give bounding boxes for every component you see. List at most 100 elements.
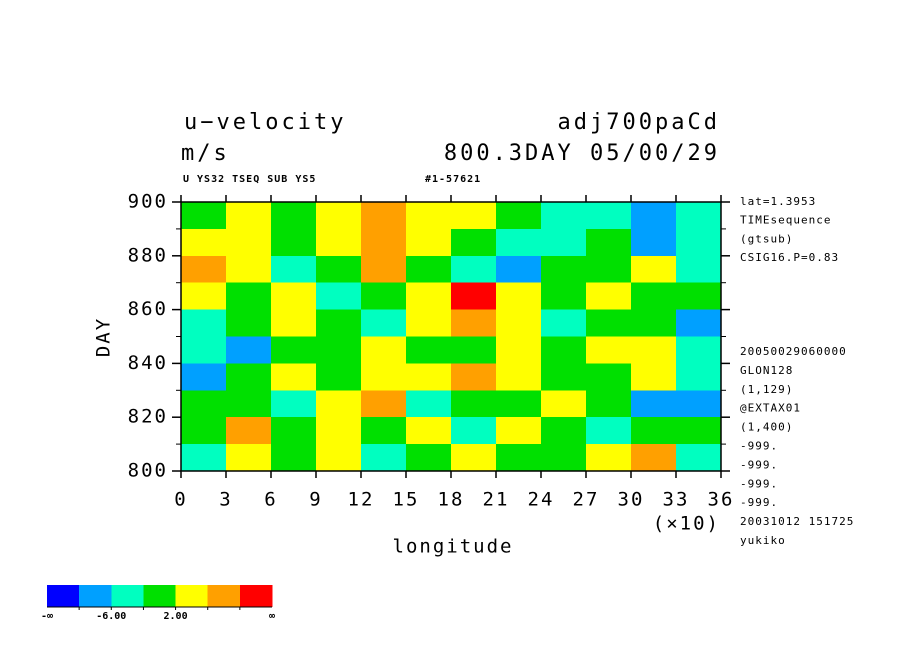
subtitle: 800.3DAY 05/00/29 (444, 141, 720, 166)
cell (496, 336, 541, 364)
y-tick-label: 800 (128, 460, 168, 482)
cell (226, 336, 271, 364)
cell (496, 202, 541, 229)
cell (226, 417, 271, 445)
cell (226, 390, 271, 418)
cell (316, 417, 361, 445)
cell (541, 228, 586, 256)
x-tick-label: 9 (309, 489, 322, 511)
cell (496, 363, 541, 391)
cell (181, 444, 226, 471)
cell (586, 309, 631, 337)
cell (586, 444, 631, 471)
info-text: (1,400) (740, 421, 793, 434)
x-tick-label: 27 (573, 489, 600, 511)
cell (496, 444, 541, 471)
cell (226, 255, 271, 283)
header-right: #1-57621 (425, 174, 481, 185)
cell (451, 363, 496, 391)
cell (226, 202, 271, 229)
cell (586, 202, 631, 229)
colorbar-swatch (239, 585, 273, 607)
cell (271, 202, 316, 229)
cell (406, 309, 451, 337)
y-tick-label: 860 (128, 298, 168, 320)
cell (451, 444, 496, 471)
cell (361, 228, 406, 256)
cell (676, 202, 721, 229)
cell (271, 417, 316, 445)
units: m/s (181, 141, 230, 166)
cell (271, 390, 316, 418)
cell (361, 417, 406, 445)
cell (541, 390, 586, 418)
cell (361, 336, 406, 364)
cell (451, 390, 496, 418)
cell (406, 282, 451, 310)
cell (406, 390, 451, 418)
cell (181, 336, 226, 364)
cell (316, 363, 361, 391)
y-tick-label: 840 (128, 352, 168, 374)
cell (631, 336, 676, 364)
cell (541, 444, 586, 471)
colorbar-label: 2.00 (164, 611, 188, 622)
cell (451, 255, 496, 283)
cell (451, 202, 496, 229)
x-tick-label: 36 (708, 489, 735, 511)
x-tick-label: 30 (618, 489, 645, 511)
x-tick-label: 6 (264, 489, 277, 511)
colorbar-label: -∞ (41, 611, 53, 622)
x-tick-label: 21 (483, 489, 510, 511)
cell (271, 363, 316, 391)
cell (406, 228, 451, 256)
cell (586, 282, 631, 310)
y-tick-label: 880 (128, 244, 168, 266)
cell (451, 282, 496, 310)
cell (451, 336, 496, 364)
x-tick-label: 33 (663, 489, 690, 511)
chart-title: u−velocity (184, 110, 346, 135)
cell (541, 282, 586, 310)
colorbar-swatch (47, 585, 80, 607)
cell (316, 390, 361, 418)
cell (676, 309, 721, 337)
x-tick-label: 0 (174, 489, 187, 511)
cell (406, 255, 451, 283)
cell (361, 282, 406, 310)
cell (676, 390, 721, 418)
y-tick-label: 820 (128, 406, 168, 428)
cell (181, 309, 226, 337)
cell (586, 255, 631, 283)
y-axis-label: DAY (93, 317, 115, 357)
cell (631, 255, 676, 283)
cell (361, 202, 406, 229)
cell (496, 282, 541, 310)
info-text: GLON128 (740, 364, 793, 377)
cell (451, 309, 496, 337)
cell (496, 309, 541, 337)
cell (631, 444, 676, 471)
chart-title-right: adj700paCd (558, 110, 720, 135)
cell (406, 336, 451, 364)
cell (541, 417, 586, 445)
cell (316, 282, 361, 310)
info-text: TIMEsequence (740, 214, 831, 227)
cell (271, 228, 316, 256)
info-text: -999. (740, 440, 778, 453)
cell (676, 336, 721, 364)
cell (316, 228, 361, 256)
cell (676, 228, 721, 256)
colorbar-swatch (207, 585, 241, 607)
cell (406, 202, 451, 229)
cell (496, 228, 541, 256)
cell (316, 309, 361, 337)
cell (361, 390, 406, 418)
cell (586, 417, 631, 445)
cell (226, 309, 271, 337)
cell (271, 444, 316, 471)
x-multiplier: (×10) (653, 513, 720, 535)
header-left: U YS32 TSEQ SUB YS5 (183, 174, 316, 185)
colorbar-label: ∞ (269, 611, 275, 622)
